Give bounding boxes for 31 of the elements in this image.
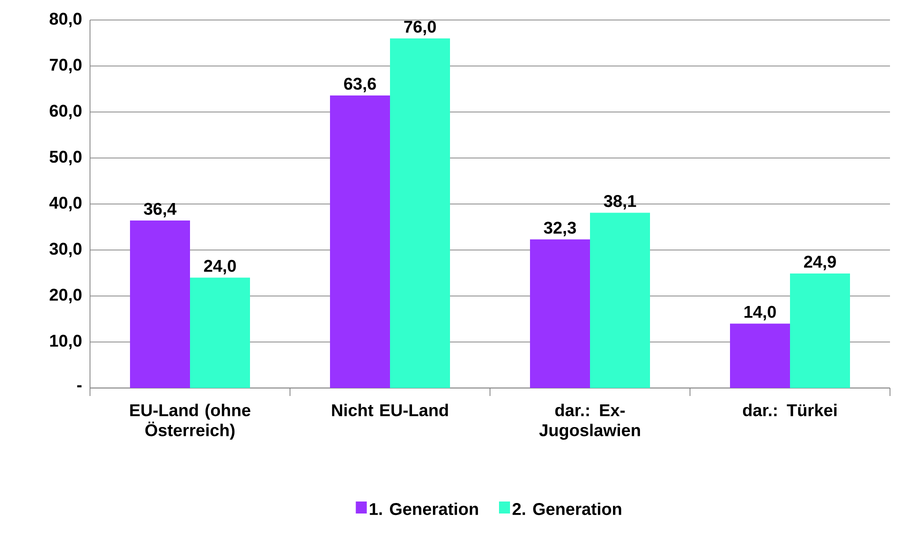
y-tick-label: 40,0: [49, 196, 82, 212]
y-tick-label: 60,0: [50, 104, 82, 120]
x-tick-label: EU-Land (ohne Österreich): [130, 404, 250, 440]
x-tick-label: dar.: Türkei: [742, 404, 836, 416]
legend-label: 1. Generation: [370, 502, 478, 516]
x-tick-label: Nicht EU-Land: [332, 404, 448, 416]
data-label: 32,3: [544, 222, 576, 236]
data-label: 76,0: [404, 20, 436, 36]
y-tick-label: -: [77, 385, 82, 388]
data-label: 24,9: [804, 256, 836, 270]
y-tick-label: 30,0: [50, 242, 82, 258]
data-label: 38,1: [604, 195, 636, 210]
bar: [190, 278, 250, 388]
legend-label: 2. Generation: [512, 502, 622, 516]
bar: [790, 273, 850, 388]
y-tick-label: 10,0: [50, 334, 82, 350]
bar: [390, 38, 450, 388]
bar: [130, 220, 190, 388]
y-tick-label: 20,0: [50, 288, 82, 304]
bar: [730, 324, 790, 388]
data-label: 63,6: [344, 78, 376, 92]
y-tick-label: 80,0: [50, 12, 82, 28]
data-label: 14,0: [744, 306, 776, 320]
data-label: 36,4: [144, 202, 176, 218]
y-tick-label: 70,0: [50, 58, 82, 74]
y-tick-label: 50,0: [50, 150, 82, 166]
bar: [530, 239, 590, 388]
x-tick-label: dar.: Ex-Jugoslawien: [539, 404, 640, 440]
data-label: 24,0: [204, 260, 236, 274]
bar: [330, 95, 390, 388]
bar: [590, 212, 650, 388]
